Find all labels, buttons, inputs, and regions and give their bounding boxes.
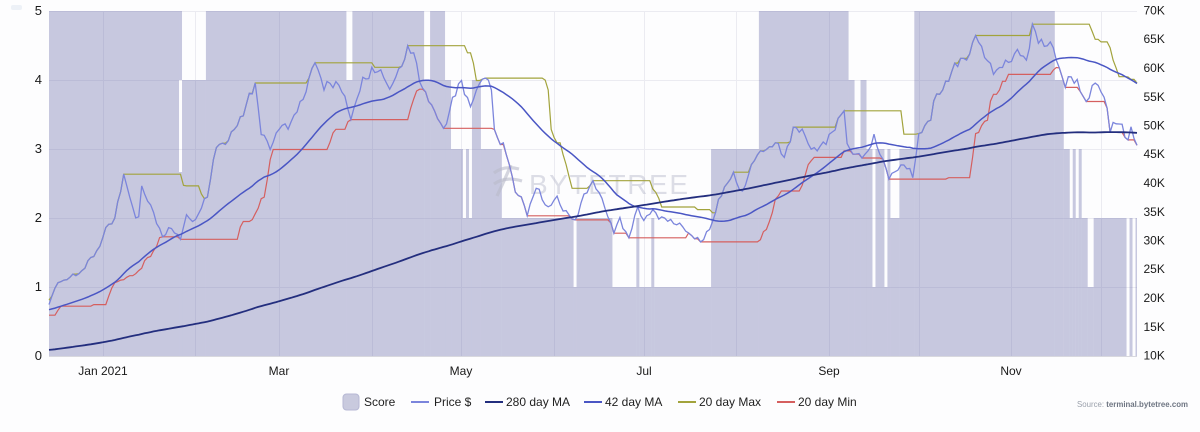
svg-text:45K: 45K: [1144, 147, 1165, 161]
svg-text:20 day Min: 20 day Min: [798, 395, 857, 409]
svg-text:70K: 70K: [1144, 4, 1165, 18]
svg-text:Sep: Sep: [818, 364, 840, 378]
svg-text:BYTETREE: BYTETREE: [529, 169, 690, 200]
svg-text:May: May: [450, 364, 473, 378]
svg-text:25K: 25K: [1144, 262, 1165, 276]
svg-text:280 day MA: 280 day MA: [506, 395, 570, 409]
svg-text:40K: 40K: [1144, 176, 1165, 190]
svg-text:55K: 55K: [1144, 90, 1165, 104]
svg-text:Nov: Nov: [1000, 364, 1021, 378]
svg-text:20K: 20K: [1144, 291, 1165, 305]
svg-text:5: 5: [35, 3, 42, 18]
svg-text:Mar: Mar: [269, 364, 290, 378]
svg-text:Source: terminal.bytetree.com: Source: terminal.bytetree.com: [1077, 399, 1188, 409]
svg-text:1: 1: [35, 279, 42, 294]
svg-text:30K: 30K: [1144, 234, 1165, 248]
svg-text:42 day MA: 42 day MA: [605, 395, 662, 409]
svg-text:15K: 15K: [1144, 320, 1165, 334]
svg-text:60K: 60K: [1144, 61, 1165, 75]
svg-text:65K: 65K: [1144, 32, 1165, 46]
svg-text:Jan 2021: Jan 2021: [78, 364, 128, 378]
svg-text:10K: 10K: [1144, 349, 1165, 363]
svg-text:50K: 50K: [1144, 119, 1165, 133]
svg-text:3: 3: [35, 141, 42, 156]
svg-text:Jul: Jul: [636, 364, 651, 378]
svg-text:0: 0: [35, 348, 42, 363]
svg-text:Score: Score: [364, 395, 396, 409]
svg-text:35K: 35K: [1144, 205, 1165, 219]
svg-text:20 day Max: 20 day Max: [699, 395, 761, 409]
svg-text:Price $: Price $: [434, 395, 472, 409]
svg-text:4: 4: [35, 72, 42, 87]
svg-text:2: 2: [35, 210, 42, 225]
